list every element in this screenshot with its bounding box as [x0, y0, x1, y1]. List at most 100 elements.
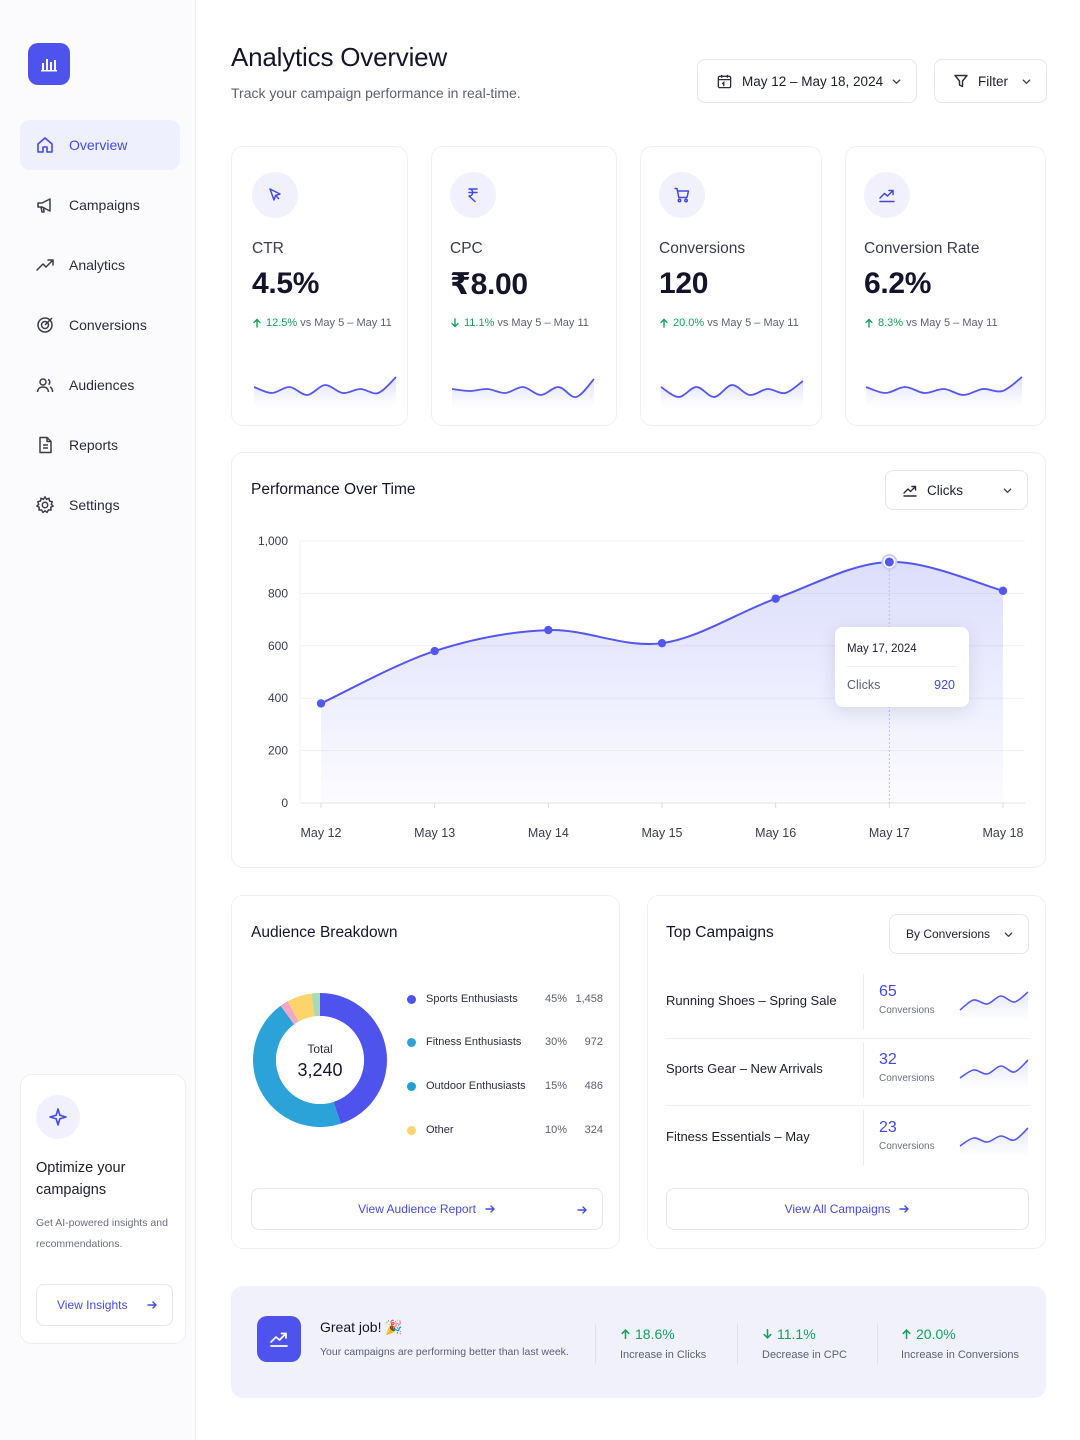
- banner-stat-label: Decrease in CPC: [762, 1349, 847, 1361]
- banner-title: Great job! 🎉: [320, 1319, 403, 1335]
- legend-dot: [407, 1125, 416, 1135]
- campaign-row[interactable]: Sports Gear – New Arrivals 32 Conversion…: [666, 1038, 1030, 1104]
- donut-segment-other-yellow[interactable]: [287, 993, 315, 1022]
- sparkle-icon: [49, 1108, 67, 1126]
- series-area: [321, 561, 1003, 803]
- legend-dot: [407, 1037, 416, 1047]
- y-tick-label: 1,000: [258, 534, 288, 548]
- data-point[interactable]: [884, 557, 894, 567]
- logo[interactable]: [28, 43, 70, 85]
- arrow-right-icon: [147, 1301, 157, 1309]
- campaign-row[interactable]: Fitness Essentials – May 23 Conversions: [666, 1106, 1030, 1172]
- donut-segment-other-pink[interactable]: [280, 1001, 299, 1025]
- tooltip-date: May 17, 2024: [847, 643, 917, 655]
- banner-subtitle: Your campaigns are performing better tha…: [320, 1346, 569, 1358]
- cart-icon: [674, 187, 690, 203]
- tooltip-divider: [847, 666, 957, 667]
- data-point[interactable]: [998, 586, 1008, 595]
- data-point[interactable]: [544, 625, 553, 635]
- donut-total-value: 3,240: [297, 1060, 343, 1080]
- audience-title: Audience Breakdown: [251, 924, 398, 941]
- trend-icon: [879, 189, 895, 203]
- banner-stat-number: 20.0%: [916, 1326, 956, 1342]
- donut-segment-fitness-outdoor[interactable]: [253, 1005, 341, 1127]
- sidebar-item-label: Settings: [69, 497, 120, 513]
- rupee-icon: [468, 188, 478, 203]
- donut-total-label: Total: [307, 1042, 333, 1056]
- sidebar-item-conversions[interactable]: Conversions: [20, 300, 180, 350]
- data-point[interactable]: [657, 638, 667, 648]
- kpi-sparkline: [865, 376, 1023, 407]
- sidebar-item-label: Overview: [69, 137, 128, 153]
- arrow-right-icon: [485, 1205, 495, 1213]
- legend-count: 972: [584, 1036, 603, 1048]
- legend-name: Outdoor Enthusiasts: [426, 1080, 526, 1092]
- sidebar-item-reports[interactable]: Reports: [20, 420, 180, 470]
- sparkline-area: [960, 1128, 1028, 1156]
- sparkline-area: [960, 1060, 1028, 1088]
- donut-segment-sports[interactable]: [320, 993, 387, 1124]
- sparkline-line: [959, 1059, 1029, 1079]
- donut-segment-other-green[interactable]: [311, 993, 320, 1017]
- kpi-compare: vs May 5 – May 11: [906, 317, 998, 329]
- arrow-up-icon: [865, 318, 873, 328]
- view-insights-label: View Insights: [57, 1298, 128, 1312]
- arrow-up-icon: [660, 318, 668, 328]
- legend-name: Other: [426, 1124, 454, 1136]
- legend-item: Fitness Enthusiasts 30% 972: [407, 1032, 603, 1052]
- view-audience-report-button[interactable]: View Audience Report: [251, 1188, 603, 1230]
- arrow-down-icon: [451, 318, 459, 328]
- legend-name: Fitness Enthusiasts: [426, 1036, 522, 1048]
- banner-divider: [737, 1324, 738, 1364]
- document-icon: [39, 436, 52, 454]
- campaign-divider: [863, 974, 864, 1030]
- legend-pct: 15%: [544, 1080, 567, 1092]
- sparkline-area: [254, 377, 396, 407]
- kpi-compare: vs May 5 – May 11: [497, 317, 589, 329]
- banner-divider: [877, 1324, 878, 1364]
- sidebar-item-audiences[interactable]: Audiences: [20, 360, 180, 410]
- y-tick-label: 400: [268, 691, 288, 705]
- kpi-delta-value: 11.1%: [464, 317, 495, 329]
- filter-button[interactable]: Filter: [934, 59, 1047, 103]
- legend-dot: [407, 1081, 416, 1091]
- view-all-campaigns-label: View All Campaigns: [784, 1202, 891, 1216]
- home-icon: [37, 137, 53, 153]
- y-tick-label: 800: [268, 586, 288, 600]
- sidebar-item-analytics[interactable]: Analytics: [20, 240, 180, 290]
- sidebar-item-settings[interactable]: Settings: [20, 480, 180, 530]
- legend-pct: 45%: [544, 993, 567, 1005]
- legend-pct: 30%: [544, 1036, 567, 1048]
- campaign-name: Fitness Essentials – May: [666, 1129, 810, 1144]
- sparkline-line: [865, 376, 1023, 396]
- campaigns-sort-select[interactable]: By Conversions: [889, 914, 1029, 954]
- kpi-label: CTR: [252, 240, 284, 257]
- sidebar-item-overview[interactable]: Overview: [20, 120, 180, 170]
- data-point[interactable]: [430, 646, 439, 656]
- x-tick-label: May 17: [869, 826, 910, 840]
- sidebar-item-campaigns[interactable]: Campaigns: [20, 180, 180, 230]
- kpi-value: 120: [659, 267, 709, 300]
- audience-card: Audience Breakdown Total 3,240 Sports En…: [231, 895, 620, 1249]
- kpi-compare: vs May 5 – May 11: [300, 317, 392, 329]
- y-tick-label: 600: [268, 639, 288, 653]
- metric-select[interactable]: Clicks: [885, 470, 1028, 510]
- kpi-card-conversion-rate: Conversion Rate 6.2% 8.3% vs May 5 – May…: [845, 146, 1046, 426]
- sparkline-line: [451, 378, 595, 398]
- view-all-campaigns-button[interactable]: View All Campaigns: [666, 1188, 1029, 1230]
- kpi-card-cpc: CPC ₹8.00 11.1% vs May 5 – May 11: [431, 146, 617, 426]
- campaign-sparkline: [959, 991, 1029, 1020]
- legend-count: 486: [584, 1080, 603, 1092]
- kpi-icon-wrap: [252, 172, 298, 218]
- date-range-picker[interactable]: May 12 – May 18, 2024: [697, 59, 917, 103]
- kpi-icon-wrap: [450, 172, 496, 218]
- data-point[interactable]: [316, 699, 326, 708]
- legend-count: 324: [584, 1124, 603, 1136]
- view-insights-button[interactable]: View Insights: [36, 1284, 173, 1326]
- x-tick-label: May 12: [301, 826, 342, 840]
- page-subtitle: Track your campaign performance in real-…: [231, 85, 521, 101]
- kpi-delta: 12.5% vs May 5 – May 11: [252, 317, 392, 329]
- campaign-row[interactable]: Running Shoes – Spring Sale 65 Conversio…: [666, 970, 1030, 1036]
- data-point[interactable]: [771, 594, 780, 603]
- sidebar-item-label: Campaigns: [69, 197, 140, 213]
